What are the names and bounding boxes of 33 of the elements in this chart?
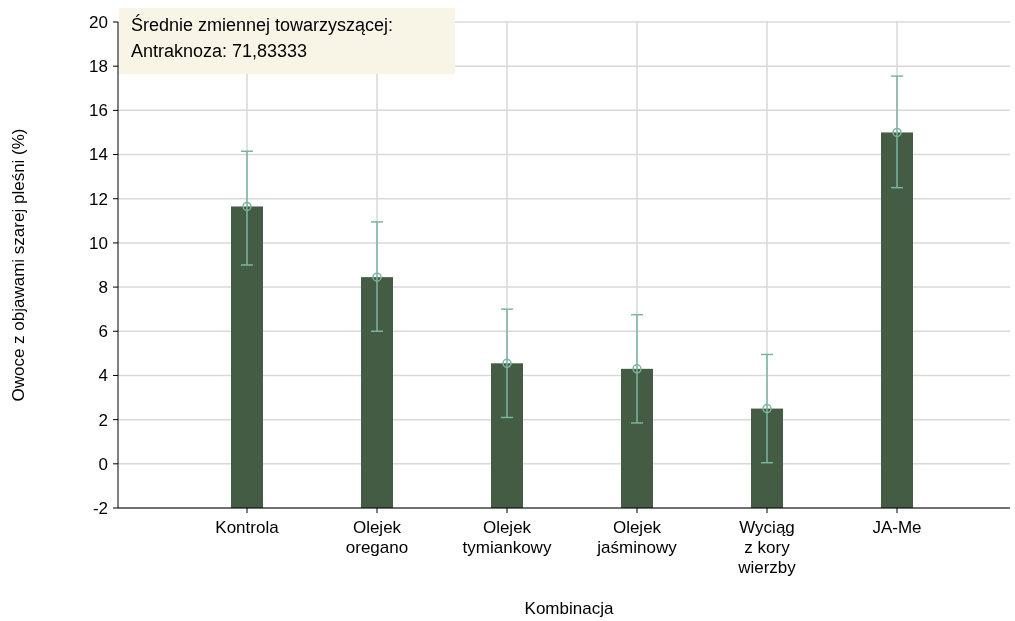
bar	[621, 368, 653, 508]
y-tick-label: 16	[89, 101, 108, 121]
bar	[751, 408, 783, 508]
y-axis-title: Owoce z objawami szarej pleśni (%)	[9, 128, 28, 402]
y-tick-label: 18	[89, 57, 108, 77]
x-tick-label: Kontrola	[215, 518, 280, 537]
bar	[231, 206, 263, 508]
y-tick-label: 6	[98, 322, 108, 342]
y-tick-label: 4	[98, 366, 108, 386]
y-tick-label: 12	[89, 189, 108, 209]
y-tick-label: -2	[92, 498, 108, 518]
point	[242, 201, 252, 212]
y-tick-label: 14	[89, 145, 108, 165]
point	[502, 358, 512, 369]
x-tick-label: Olejek jaśminowy	[596, 518, 678, 557]
annotation: Średnie zmiennej towarzyszącej: Antraknoza: 71,83333	[131, 14, 394, 61]
bar	[491, 363, 523, 508]
x-tick-label: Wyciąg z kory wierzby	[737, 518, 797, 577]
y-tick-label: 2	[98, 410, 108, 430]
bar	[361, 277, 393, 508]
x-tick-label: JA-Me	[872, 518, 922, 537]
point	[762, 403, 772, 414]
x-tick-label: Olejek oregano	[345, 518, 409, 557]
bar	[881, 132, 913, 508]
point	[892, 127, 902, 138]
x-axis-title: Kombinacja	[524, 599, 614, 618]
x-tick-label: Olejek tymiankowy	[462, 518, 552, 557]
y-tick-label: 0	[98, 454, 108, 474]
point	[372, 272, 382, 282]
y-tick-label: 20	[89, 12, 108, 32]
y-tick-label: 8	[98, 278, 108, 298]
point	[632, 364, 642, 374]
y-tick-label: 10	[89, 233, 108, 253]
